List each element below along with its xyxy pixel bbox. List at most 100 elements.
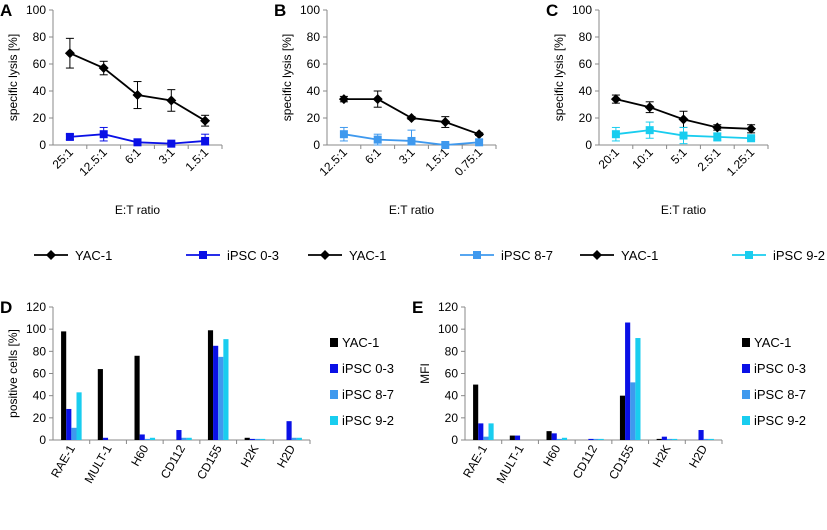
bar [139,434,145,440]
legend-swatch [742,390,750,399]
y-tick-label: 100 [300,3,320,17]
legend-swatch [742,338,750,347]
x-tick-label: H2D [686,442,710,470]
y-tick-label: 60 [307,57,321,71]
x-tick-label: 10:1 [629,145,656,172]
data-point [132,90,143,101]
bar [223,339,229,440]
bar [71,427,77,440]
y-tick-label: 0 [39,433,46,447]
x-axis-label: E:T ratio [389,203,434,217]
panel-label: E [412,298,423,317]
y-tick-label: 40 [307,84,321,98]
y-axis-label: specific lysis [%] [6,34,20,121]
legend-swatch [330,416,338,425]
bar [296,437,302,440]
data-point [372,94,383,105]
data-point [373,135,382,144]
legend-swatch [330,338,338,347]
y-tick-label: 0 [39,138,46,152]
x-tick-label: H60 [540,442,563,468]
y-tick-label: 60 [33,367,47,381]
x-tick-label: 2.5:1 [695,145,724,174]
y-tick-label: 80 [445,344,459,358]
legend-label: iPSC 9-2 [773,248,825,263]
chart-panel-b: 0 20 40 60 80 100 specific lysis [%] B 12.5:1 6:1… [274,1,553,263]
x-tick-label: 5:1 [668,145,690,167]
legend-swatch [330,364,338,373]
chart-panel-c: 0 20 40 60 80 100 specific lysis [%] C 20:1 10:1 5… [546,1,825,263]
data-point [441,141,450,149]
bar [630,382,636,440]
y-tick-label: 20 [445,411,459,425]
bar [672,438,678,440]
bar [661,436,667,440]
bar [61,331,67,440]
x-tick-label: CD155 [194,442,225,482]
bar [635,338,641,440]
legend-label: iPSC 9-2 [754,413,806,428]
bar [186,437,192,440]
x-tick-label: H60 [128,442,151,468]
bar [546,431,552,440]
bar [619,395,626,440]
y-axis-label: positive cells [%] [6,329,20,418]
y-tick-label: 20 [33,411,47,425]
bar [598,438,604,440]
y-tick-label: 80 [33,344,47,358]
legend-marker [199,251,207,259]
bar [509,435,515,440]
y-tick-label: 80 [579,30,593,44]
bar [66,408,72,440]
data-point [611,130,620,139]
x-tick-label: CD155 [606,442,637,482]
data-point [406,113,417,123]
data-point [99,130,108,139]
bar [76,392,82,440]
legend-swatch [330,390,338,399]
legend-marker [473,251,481,259]
x-tick-label: 20:1 [596,145,623,172]
chart-panel-e: 0 20 40 60 80 100 120 MFI E RAE-1 MULT-1 H60 CD112 CD… [412,298,806,486]
y-tick-label: 0 [585,138,592,152]
legend-label: YAC-1 [349,248,386,263]
bar [286,421,292,440]
y-tick-label: 0 [313,138,320,152]
y-tick-label: 60 [579,57,593,71]
x-tick-label: 1.5:1 [423,145,452,174]
bar [218,356,224,440]
bar [561,437,568,440]
data-point [133,138,142,147]
y-tick-label: 40 [33,389,47,403]
bar [149,437,156,440]
y-tick-label: 20 [307,111,321,125]
y-axis-label: specific lysis [%] [280,34,294,121]
x-tick-label: H2K [238,443,262,470]
bar [144,438,150,440]
y-tick-label: 20 [579,111,593,125]
y-tick-label: 60 [445,367,459,381]
x-tick-label: 12.5:1 [76,145,110,179]
y-tick-label: 80 [33,30,47,44]
x-tick-label: 6:1 [362,145,384,167]
data-point [644,102,655,113]
legend-marker [592,250,602,260]
y-tick-label: 100 [572,3,592,17]
x-tick-label: RAE-1 [48,442,78,480]
y-tick-label: 40 [33,84,47,98]
bar [708,438,714,440]
y-tick-label: 60 [33,57,47,71]
y-tick-label: 120 [438,300,458,314]
y-axis-label: specific lysis [%] [552,34,566,121]
bar [134,355,140,440]
data-point [712,122,723,133]
data-point [713,132,722,141]
bar [588,438,594,440]
bar [181,437,187,440]
bar [698,430,704,440]
y-tick-label: 80 [307,30,321,44]
panel-label: A [0,1,12,20]
x-axis-label: E:T ratio [115,203,160,217]
data-point [98,63,109,74]
y-tick-label: 40 [445,389,459,403]
